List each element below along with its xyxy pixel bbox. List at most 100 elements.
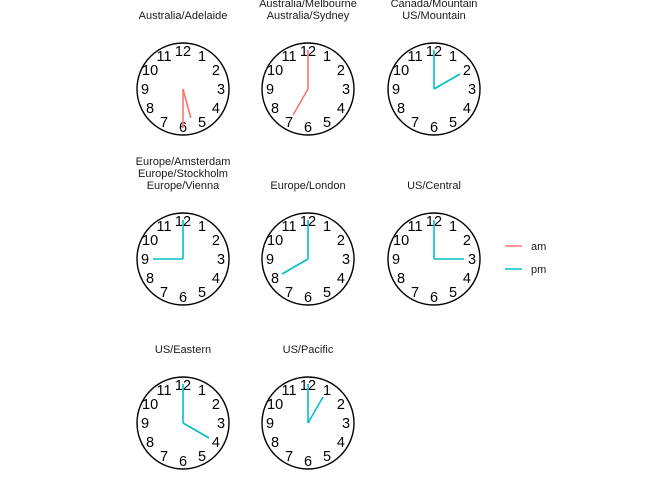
clock-numeral: 10 [393, 233, 409, 249]
clock-numeral: 8 [146, 435, 154, 451]
clock-numeral: 4 [337, 101, 345, 117]
clock-numeral: 9 [141, 416, 149, 432]
clock-numeral: 1 [198, 383, 206, 399]
clock-numeral: 5 [198, 449, 206, 465]
clock-numeral: 9 [266, 82, 274, 98]
clock-numeral: 1 [198, 49, 206, 65]
clock-numeral: 4 [212, 271, 220, 287]
clock-numeral: 10 [142, 63, 158, 79]
clock-numeral: 3 [342, 416, 350, 432]
clock-numeral: 6 [430, 290, 438, 306]
clock-numeral: 5 [449, 115, 457, 131]
clock-numeral: 2 [463, 63, 471, 79]
hour-hand [433, 73, 461, 90]
clock-numeral: 12 [175, 44, 191, 60]
clock-numeral: 3 [468, 82, 476, 98]
hour-hand [292, 88, 309, 116]
clock-numeral: 9 [392, 82, 400, 98]
clock-numeral: 9 [141, 252, 149, 268]
clock-numeral: 2 [463, 233, 471, 249]
legend-label: am [531, 241, 546, 253]
clock-numeral: 10 [142, 233, 158, 249]
clock-numeral: 11 [156, 383, 171, 399]
clock-numeral: 1 [449, 49, 457, 65]
facet-title: Australia/Adelaide [139, 10, 228, 22]
clock-numeral: 4 [463, 271, 471, 287]
clock-numeral: 7 [285, 285, 293, 301]
clock-numeral: 1 [323, 219, 331, 235]
facet-title: US/Eastern [155, 344, 211, 356]
clock-face [136, 42, 230, 136]
clock-numeral: 7 [160, 449, 168, 465]
clock-numeral: 1 [449, 219, 457, 235]
clock-face [387, 212, 481, 306]
clock-panel: Europe/AmsterdamEurope/StockholmEurope/V… [136, 156, 231, 306]
clock-numeral: 11 [156, 219, 171, 235]
clock-numeral: 4 [463, 101, 471, 117]
clock-numeral: 7 [411, 115, 419, 131]
clock-face [261, 376, 355, 470]
clock-face [261, 42, 355, 136]
clock-numeral: 5 [323, 115, 331, 131]
facet-title: US/Central [407, 180, 461, 192]
clock-numeral: 8 [397, 271, 405, 287]
clock-numeral: 9 [392, 252, 400, 268]
clock-numeral: 11 [156, 49, 171, 65]
clock-numeral: 7 [160, 115, 168, 131]
clock-numeral: 8 [271, 435, 279, 451]
facet-title: Europe/London [270, 180, 345, 192]
facet-title: Australia/Melbourne [259, 0, 357, 10]
clock-numeral: 6 [179, 290, 187, 306]
clock-numeral: 5 [323, 285, 331, 301]
clock-numeral: 2 [337, 397, 345, 413]
clock-numeral: 7 [285, 449, 293, 465]
clock-face [387, 42, 481, 136]
facet-title: US/Mountain [402, 10, 466, 22]
clock-numeral: 2 [212, 233, 220, 249]
facet-title: Australia/Sydney [267, 10, 350, 22]
facet-title: Europe/Amsterdam [136, 156, 231, 168]
clock-numeral: 5 [449, 285, 457, 301]
clock-numeral: 11 [407, 219, 422, 235]
clock-numeral: 4 [212, 435, 220, 451]
clock-numeral: 6 [304, 454, 312, 470]
clock-numeral: 9 [266, 416, 274, 432]
clock-numeral: 8 [146, 271, 154, 287]
clock-numeral: 10 [267, 233, 283, 249]
clock-numeral: 6 [430, 120, 438, 136]
clock-numeral: 2 [212, 63, 220, 79]
clock-numeral: 3 [217, 416, 225, 432]
legend: am pm [505, 241, 546, 276]
clock-numeral: 8 [146, 101, 154, 117]
clock-numeral: 2 [337, 233, 345, 249]
clock-face [136, 376, 230, 470]
clock-numeral: 10 [267, 397, 283, 413]
clock-numeral: 9 [266, 252, 274, 268]
clock-numeral: 8 [397, 101, 405, 117]
clock-numeral: 9 [141, 82, 149, 98]
clock-numeral: 11 [281, 383, 296, 399]
clock-numeral: 4 [212, 101, 220, 117]
clock-numeral: 7 [411, 285, 419, 301]
facet-title: Europe/Stockholm [138, 168, 228, 180]
clock-numeral: 4 [337, 271, 345, 287]
clock-numeral: 8 [271, 101, 279, 117]
clock-numeral: 11 [407, 49, 422, 65]
clock-numeral: 1 [323, 49, 331, 65]
clock-numeral: 3 [217, 252, 225, 268]
clock-face [136, 212, 230, 306]
clock-numeral: 10 [267, 63, 283, 79]
clock-panel: Australia/Adelaide121234567891011 [136, 10, 230, 136]
clock-numeral: 11 [281, 49, 296, 65]
facet-title: US/Pacific [283, 344, 334, 356]
clock-numeral: 2 [212, 397, 220, 413]
clock-numeral: 4 [337, 435, 345, 451]
clock-numeral: 6 [304, 290, 312, 306]
clock-numeral: 10 [142, 397, 158, 413]
clock-numeral: 3 [217, 82, 225, 98]
clock-numeral: 1 [323, 383, 331, 399]
